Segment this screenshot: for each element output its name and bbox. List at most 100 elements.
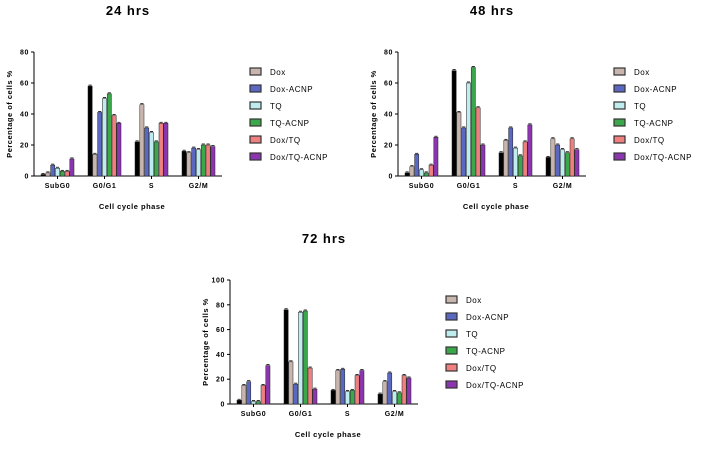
bar-dox-tq-acnp-subg0	[265, 365, 271, 405]
x-tick-label: SubG0	[409, 183, 435, 190]
bar-tq-acnp-s	[349, 390, 355, 405]
bar-dox-acnp-subg0	[246, 381, 252, 405]
legend-swatch-dox-tq	[613, 135, 626, 144]
y-tick-label: 80	[20, 50, 29, 57]
legend-swatch-dox-tq-acnp	[445, 380, 458, 389]
bar-tq-subg0	[251, 401, 256, 405]
legend-swatch-dox-acnp	[613, 84, 626, 93]
y-tick-label: 60	[216, 327, 225, 334]
legend-label-tq-acnp: TQ-ACNP	[270, 119, 310, 128]
bar-control-g2-m	[377, 393, 383, 405]
legend-label-dox: Dox	[466, 296, 482, 305]
bar-dox-tq-g2-m	[401, 375, 407, 405]
chart-panel-72hrs: 72 hrs 0 20 40 60 80 100 Percentage of cells % C…	[196, 228, 560, 453]
legend-swatch-tq	[613, 101, 626, 110]
bar-dox-tq-acnp-g0-g1	[116, 123, 122, 177]
bar-dox-acnp-subg0	[50, 164, 56, 177]
bar-dox-tq-acnp-g2-m	[210, 146, 216, 177]
y-tick-label: 40	[20, 112, 29, 119]
bar-dox-acnp-s	[508, 127, 514, 177]
y-tick-label: 60	[384, 81, 393, 88]
bar-dox-acnp-subg0	[414, 154, 420, 177]
legend-label-dox-tq: Dox/TQ	[466, 364, 497, 373]
legend-swatch-dox-acnp	[249, 84, 262, 93]
chart-title: 24 hrs	[106, 3, 150, 18]
bar-dox-subg0	[409, 166, 415, 177]
legend-swatch-dox-tq-acnp	[249, 152, 262, 161]
x-tick-label: SubG0	[241, 411, 267, 418]
bar-dox-tq-s	[522, 141, 528, 177]
x-axis-title: Cell cycle phase	[463, 202, 529, 211]
bar-dox-acnp-g2-m	[387, 372, 393, 405]
bar-dox-tq-g2-m	[205, 144, 211, 177]
legend-swatch-tq-acnp	[249, 118, 262, 127]
y-tick-label: 40	[384, 112, 393, 119]
bar-dox-tq-s	[158, 123, 164, 177]
bar-tq-acnp-g0-g1	[470, 67, 476, 177]
y-tick-label: 60	[20, 81, 29, 88]
y-tick-label: 80	[384, 50, 393, 57]
bar-dox-tq-g0-g1	[111, 115, 117, 177]
bar-tq-acnp-g0-g1	[106, 93, 112, 177]
x-tick-label: G0/G1	[457, 183, 481, 190]
bar-tq-g2-m	[196, 149, 201, 177]
bar-dox-tq-acnp-g2-m	[406, 377, 412, 405]
legend-swatch-tq-acnp	[445, 346, 458, 355]
bar-dox-s	[139, 104, 145, 177]
legend-swatch-dox	[249, 67, 262, 76]
y-tick-label: 20	[20, 143, 29, 150]
bar-dox-g0-g1	[92, 154, 98, 177]
bar-dox-s	[335, 370, 341, 405]
bar-control-g2-m	[545, 157, 551, 177]
y-tick-label: 20	[384, 143, 393, 150]
bar-control-subg0	[40, 174, 46, 177]
bar-dox-tq-subg0	[260, 385, 266, 405]
y-tick-label: 0	[25, 174, 30, 181]
bar-control-g0-g1	[87, 85, 93, 177]
legend-label-dox-tq: Dox/TQ	[270, 136, 301, 145]
bar-control-g0-g1	[451, 70, 457, 177]
bar-tq-g2-m	[560, 149, 565, 177]
x-tick-label: G0/G1	[93, 183, 117, 190]
bar-dox-acnp-g0-g1	[461, 127, 467, 177]
bar-dox-tq-subg0	[64, 171, 70, 177]
bar-dox-tq-acnp-subg0	[433, 137, 439, 177]
bar-tq-acnp-subg0	[59, 171, 65, 177]
bar-control-g0-g1	[283, 309, 289, 405]
bar-dox-acnp-g2-m	[555, 144, 561, 177]
x-tick-label: G2/M	[189, 183, 209, 190]
bar-tq-acnp-g2-m	[396, 392, 402, 405]
bar-tq-g2-m	[392, 391, 397, 405]
bar-tq-g0-g1	[298, 311, 303, 405]
bar-dox-tq-g2-m	[569, 138, 575, 177]
legend-swatch-tq	[249, 101, 262, 110]
chart-svg-48-hrs: 48 hrs 0 20 40 60 80 Percentage of cells % Cell…	[369, 3, 691, 211]
legend-swatch-tq-acnp	[613, 118, 626, 127]
bar-tq-s	[513, 147, 518, 177]
bar-dox-acnp-s	[144, 127, 150, 177]
x-tick-label: S	[149, 183, 154, 190]
bar-dox-tq-acnp-g0-g1	[312, 388, 318, 405]
chart-panel-24hrs: 24 hrs 0 20 40 60 80 Percentage of cells % Cell…	[0, 0, 360, 225]
bar-dox-tq-g0-g1	[475, 107, 481, 177]
bar-dox-acnp-g0-g1	[97, 112, 103, 177]
bar-dox-acnp-g0-g1	[293, 383, 299, 405]
bar-dox-tq-acnp-s	[527, 124, 533, 177]
bar-tq-acnp-g2-m	[564, 152, 570, 177]
bar-dox-acnp-g2-m	[191, 147, 197, 177]
x-tick-label: G2/M	[385, 411, 405, 418]
y-tick-label: 40	[216, 352, 225, 359]
legend-swatch-dox	[445, 295, 458, 304]
bar-control-subg0	[236, 400, 242, 405]
y-axis-title: Percentage of cells %	[369, 70, 378, 158]
bar-dox-g0-g1	[288, 361, 294, 405]
x-tick-label: S	[513, 183, 518, 190]
legend-label-tq: TQ	[270, 102, 282, 111]
legend-swatch-dox-acnp	[445, 312, 458, 321]
bar-tq-acnp-s	[153, 141, 159, 177]
bar-dox-acnp-s	[340, 369, 346, 405]
legend-label-tq: TQ	[634, 102, 646, 111]
legend-label-dox: Dox	[270, 68, 286, 77]
bar-tq-g0-g1	[466, 82, 471, 177]
bar-dox-g2-m	[550, 138, 556, 177]
